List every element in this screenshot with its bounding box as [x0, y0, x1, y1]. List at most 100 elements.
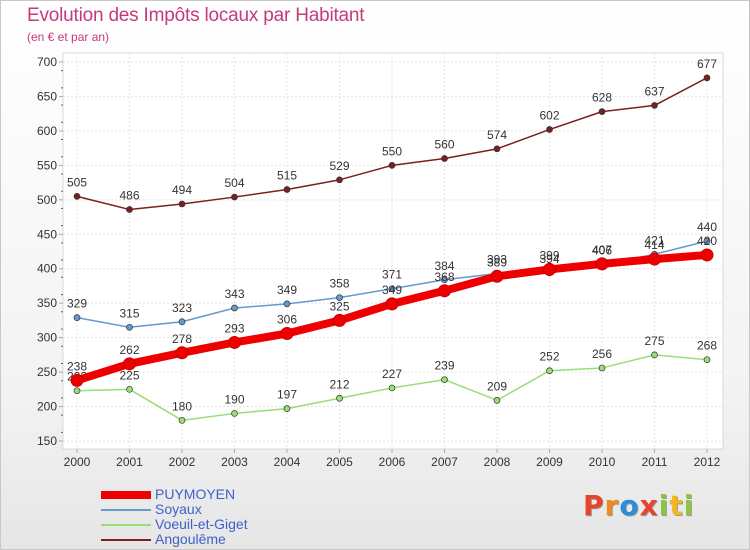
data-label: 190 [224, 392, 244, 406]
y-tick-label: 300 [37, 331, 57, 345]
x-tick-label: 2009 [536, 455, 563, 469]
data-point [700, 248, 714, 262]
data-point [441, 155, 448, 162]
legend-label-angouleme: Angoulême [155, 531, 226, 547]
data-point [703, 237, 711, 245]
y-tick-label: 550 [37, 158, 57, 172]
data-point [595, 257, 609, 271]
data-label: 515 [277, 168, 297, 182]
data-label: 238 [67, 359, 87, 373]
data-label: 407 [592, 243, 612, 257]
data-point [441, 276, 448, 284]
x-tick-label: 2001 [116, 455, 143, 469]
data-label: 529 [329, 159, 349, 173]
data-label: 209 [487, 379, 507, 393]
data-label: 252 [539, 350, 559, 364]
data-label: 486 [119, 188, 139, 202]
data-label: 227 [382, 367, 402, 381]
data-point [651, 351, 658, 359]
y-tick-label: 200 [37, 400, 57, 414]
data-label: 677 [697, 57, 717, 71]
y-tick-label: 400 [37, 262, 57, 276]
data-point [126, 206, 133, 213]
data-point [73, 314, 81, 322]
data-point [178, 416, 186, 424]
x-tick-label: 2010 [589, 455, 616, 469]
x-tick-label: 2012 [694, 455, 721, 469]
data-point [543, 262, 556, 276]
data-label: 325 [329, 299, 349, 313]
data-label: 306 [277, 313, 297, 327]
data-label: 602 [539, 109, 559, 123]
data-label: 349 [382, 283, 402, 297]
logo-letter: x [639, 489, 659, 522]
data-label: 256 [592, 347, 612, 361]
data-label: 550 [382, 144, 402, 158]
data-label: 343 [224, 287, 244, 301]
data-label: 420 [697, 234, 717, 248]
data-label: 349 [277, 283, 297, 297]
data-point [388, 384, 396, 392]
y-tick-label: 250 [37, 365, 57, 379]
x-tick-label: 2000 [64, 455, 91, 469]
data-point [283, 186, 291, 193]
data-point [126, 385, 133, 393]
data-label: 637 [644, 84, 664, 98]
data-point [385, 297, 399, 311]
data-point [178, 318, 186, 326]
legend-label-soyaux: Soyaux [155, 501, 202, 517]
data-label: 329 [67, 297, 87, 311]
data-point [73, 193, 81, 200]
x-tick-label: 2011 [642, 455, 668, 469]
data-label: 384 [434, 259, 454, 273]
data-point [493, 396, 501, 404]
chart-subtitle: (en € et par an) [27, 30, 110, 44]
data-label: 180 [172, 399, 192, 413]
x-tick-label: 2006 [379, 455, 406, 469]
data-label: 239 [434, 359, 454, 373]
data-label: 278 [172, 332, 192, 346]
series-group: 505 486 494 504 515 529 550 560 574 602 628 637 677 2… [67, 57, 717, 424]
data-point [228, 335, 241, 349]
logo-letter: i [683, 489, 695, 522]
data-label: 494 [172, 183, 192, 197]
data-label: 268 [697, 339, 717, 353]
data-label: 440 [697, 220, 717, 234]
data-point [546, 126, 553, 133]
y-tick-label: 350 [37, 296, 57, 310]
logo-letter: P [583, 489, 605, 522]
data-point [336, 176, 343, 184]
data-label: 628 [592, 91, 612, 105]
data-label: 414 [644, 238, 664, 252]
legend-swatch-angouleme [101, 539, 151, 541]
data-point [648, 252, 661, 266]
data-label: 393 [487, 253, 507, 267]
data-label: 505 [67, 175, 87, 189]
chart-title: Evolution des Impôts locaux par Habitant [27, 5, 365, 26]
data-point [493, 145, 501, 153]
data-label: 275 [644, 334, 664, 348]
data-label: 212 [329, 377, 349, 391]
data-point [283, 405, 291, 412]
legend-label-voeuil-et-giget: Voeuil-et-Giget [155, 516, 248, 532]
data-point [546, 367, 553, 375]
x-tick-label: 2007 [431, 455, 458, 469]
data-point [70, 373, 84, 387]
data-point [178, 200, 186, 208]
data-label: 406 [592, 244, 612, 258]
y-tick-label: 450 [37, 227, 57, 241]
data-label: 368 [434, 270, 454, 284]
y-tick-label: 150 [37, 434, 57, 448]
data-label: 574 [487, 128, 507, 142]
data-label: 323 [172, 301, 192, 315]
axes: 150 200 250 300 350 400 450 500 550 600 650 700 2000… [37, 55, 721, 469]
data-point [388, 162, 396, 169]
data-label: 394 [539, 252, 559, 266]
legend-label-puymoyen: PUYMOYEN [155, 486, 236, 502]
data-label: 225 [119, 368, 139, 382]
data-point [231, 193, 238, 201]
data-label: 421 [644, 233, 664, 247]
data-point [388, 285, 396, 293]
data-point [73, 387, 81, 395]
y-tick-label: 500 [37, 193, 57, 207]
